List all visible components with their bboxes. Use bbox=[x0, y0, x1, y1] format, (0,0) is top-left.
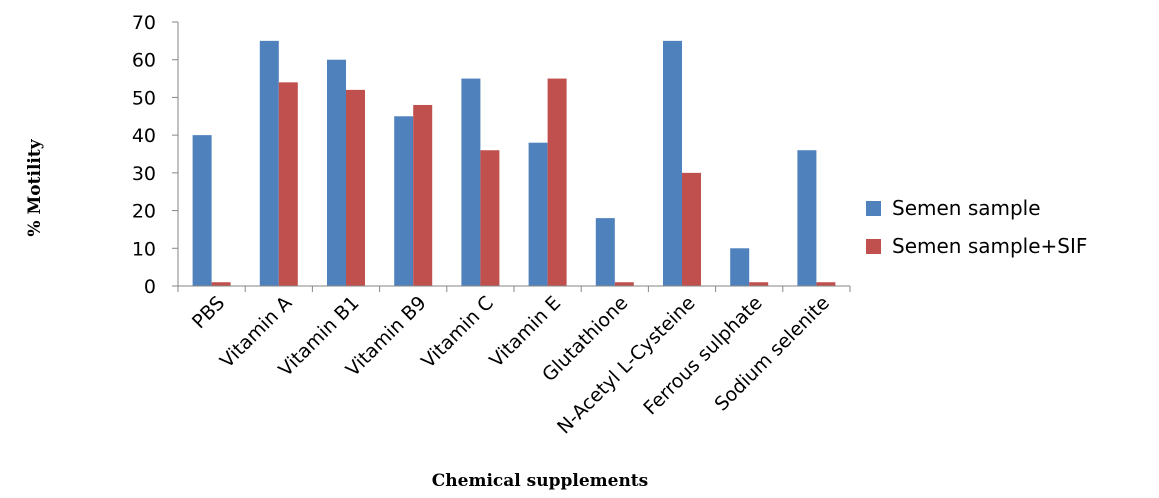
legend: Semen sample Semen sample+SIF bbox=[866, 196, 1087, 258]
bar-semen-sample bbox=[192, 135, 212, 286]
bar-semen-sample-sif bbox=[480, 150, 500, 286]
bar-semen-sample bbox=[327, 59, 346, 286]
bar-semen-sample bbox=[461, 78, 481, 286]
bar-semen-sample-sif bbox=[816, 282, 836, 286]
x-category-label: Sodium selenite bbox=[710, 292, 833, 415]
y-tick-label: 20 bbox=[132, 201, 156, 223]
bar-semen-sample-sif bbox=[278, 82, 298, 286]
y-tick-label: 50 bbox=[132, 87, 156, 109]
y-tick-label: 30 bbox=[132, 163, 156, 185]
bar-semen-sample-sif bbox=[211, 282, 231, 286]
bar-semen-sample-sif bbox=[682, 172, 701, 286]
x-category-label: Vitamin C bbox=[417, 292, 498, 373]
x-category-label: PBS bbox=[188, 292, 229, 333]
bar-semen-sample-sif bbox=[614, 282, 634, 286]
x-axis-title: Chemical supplements bbox=[432, 471, 648, 491]
bar-semen-sample bbox=[394, 116, 414, 287]
bar-semen-sample bbox=[797, 150, 817, 286]
bar-semen-sample bbox=[730, 248, 750, 286]
legend-swatch bbox=[866, 201, 881, 216]
y-axis: 0 10 20 30 40 50 60 70 bbox=[132, 12, 179, 298]
legend-swatch bbox=[866, 239, 881, 254]
y-axis-title: % Motility bbox=[25, 138, 45, 236]
legend-label: Semen sample+SIF bbox=[892, 234, 1087, 258]
x-category-label: Ferrous sulphate bbox=[639, 292, 766, 419]
bar-semen-sample bbox=[595, 218, 615, 286]
bars bbox=[192, 40, 836, 287]
bar-semen-sample-sif bbox=[749, 282, 769, 286]
legend-label: Semen sample bbox=[892, 196, 1041, 220]
y-tick-label: 40 bbox=[132, 125, 156, 147]
bar-semen-sample bbox=[663, 40, 682, 286]
y-tick-label: 0 bbox=[144, 276, 156, 298]
bar-semen-sample-sif bbox=[413, 104, 433, 286]
y-tick-label: 10 bbox=[132, 238, 156, 260]
y-tick-label: 70 bbox=[132, 12, 156, 34]
bar-semen-sample-sif bbox=[346, 89, 365, 286]
y-tick-label: 60 bbox=[132, 50, 156, 72]
bar-semen-sample bbox=[528, 142, 548, 286]
bar-semen-sample-sif bbox=[547, 78, 567, 286]
bar-semen-sample bbox=[259, 40, 279, 286]
